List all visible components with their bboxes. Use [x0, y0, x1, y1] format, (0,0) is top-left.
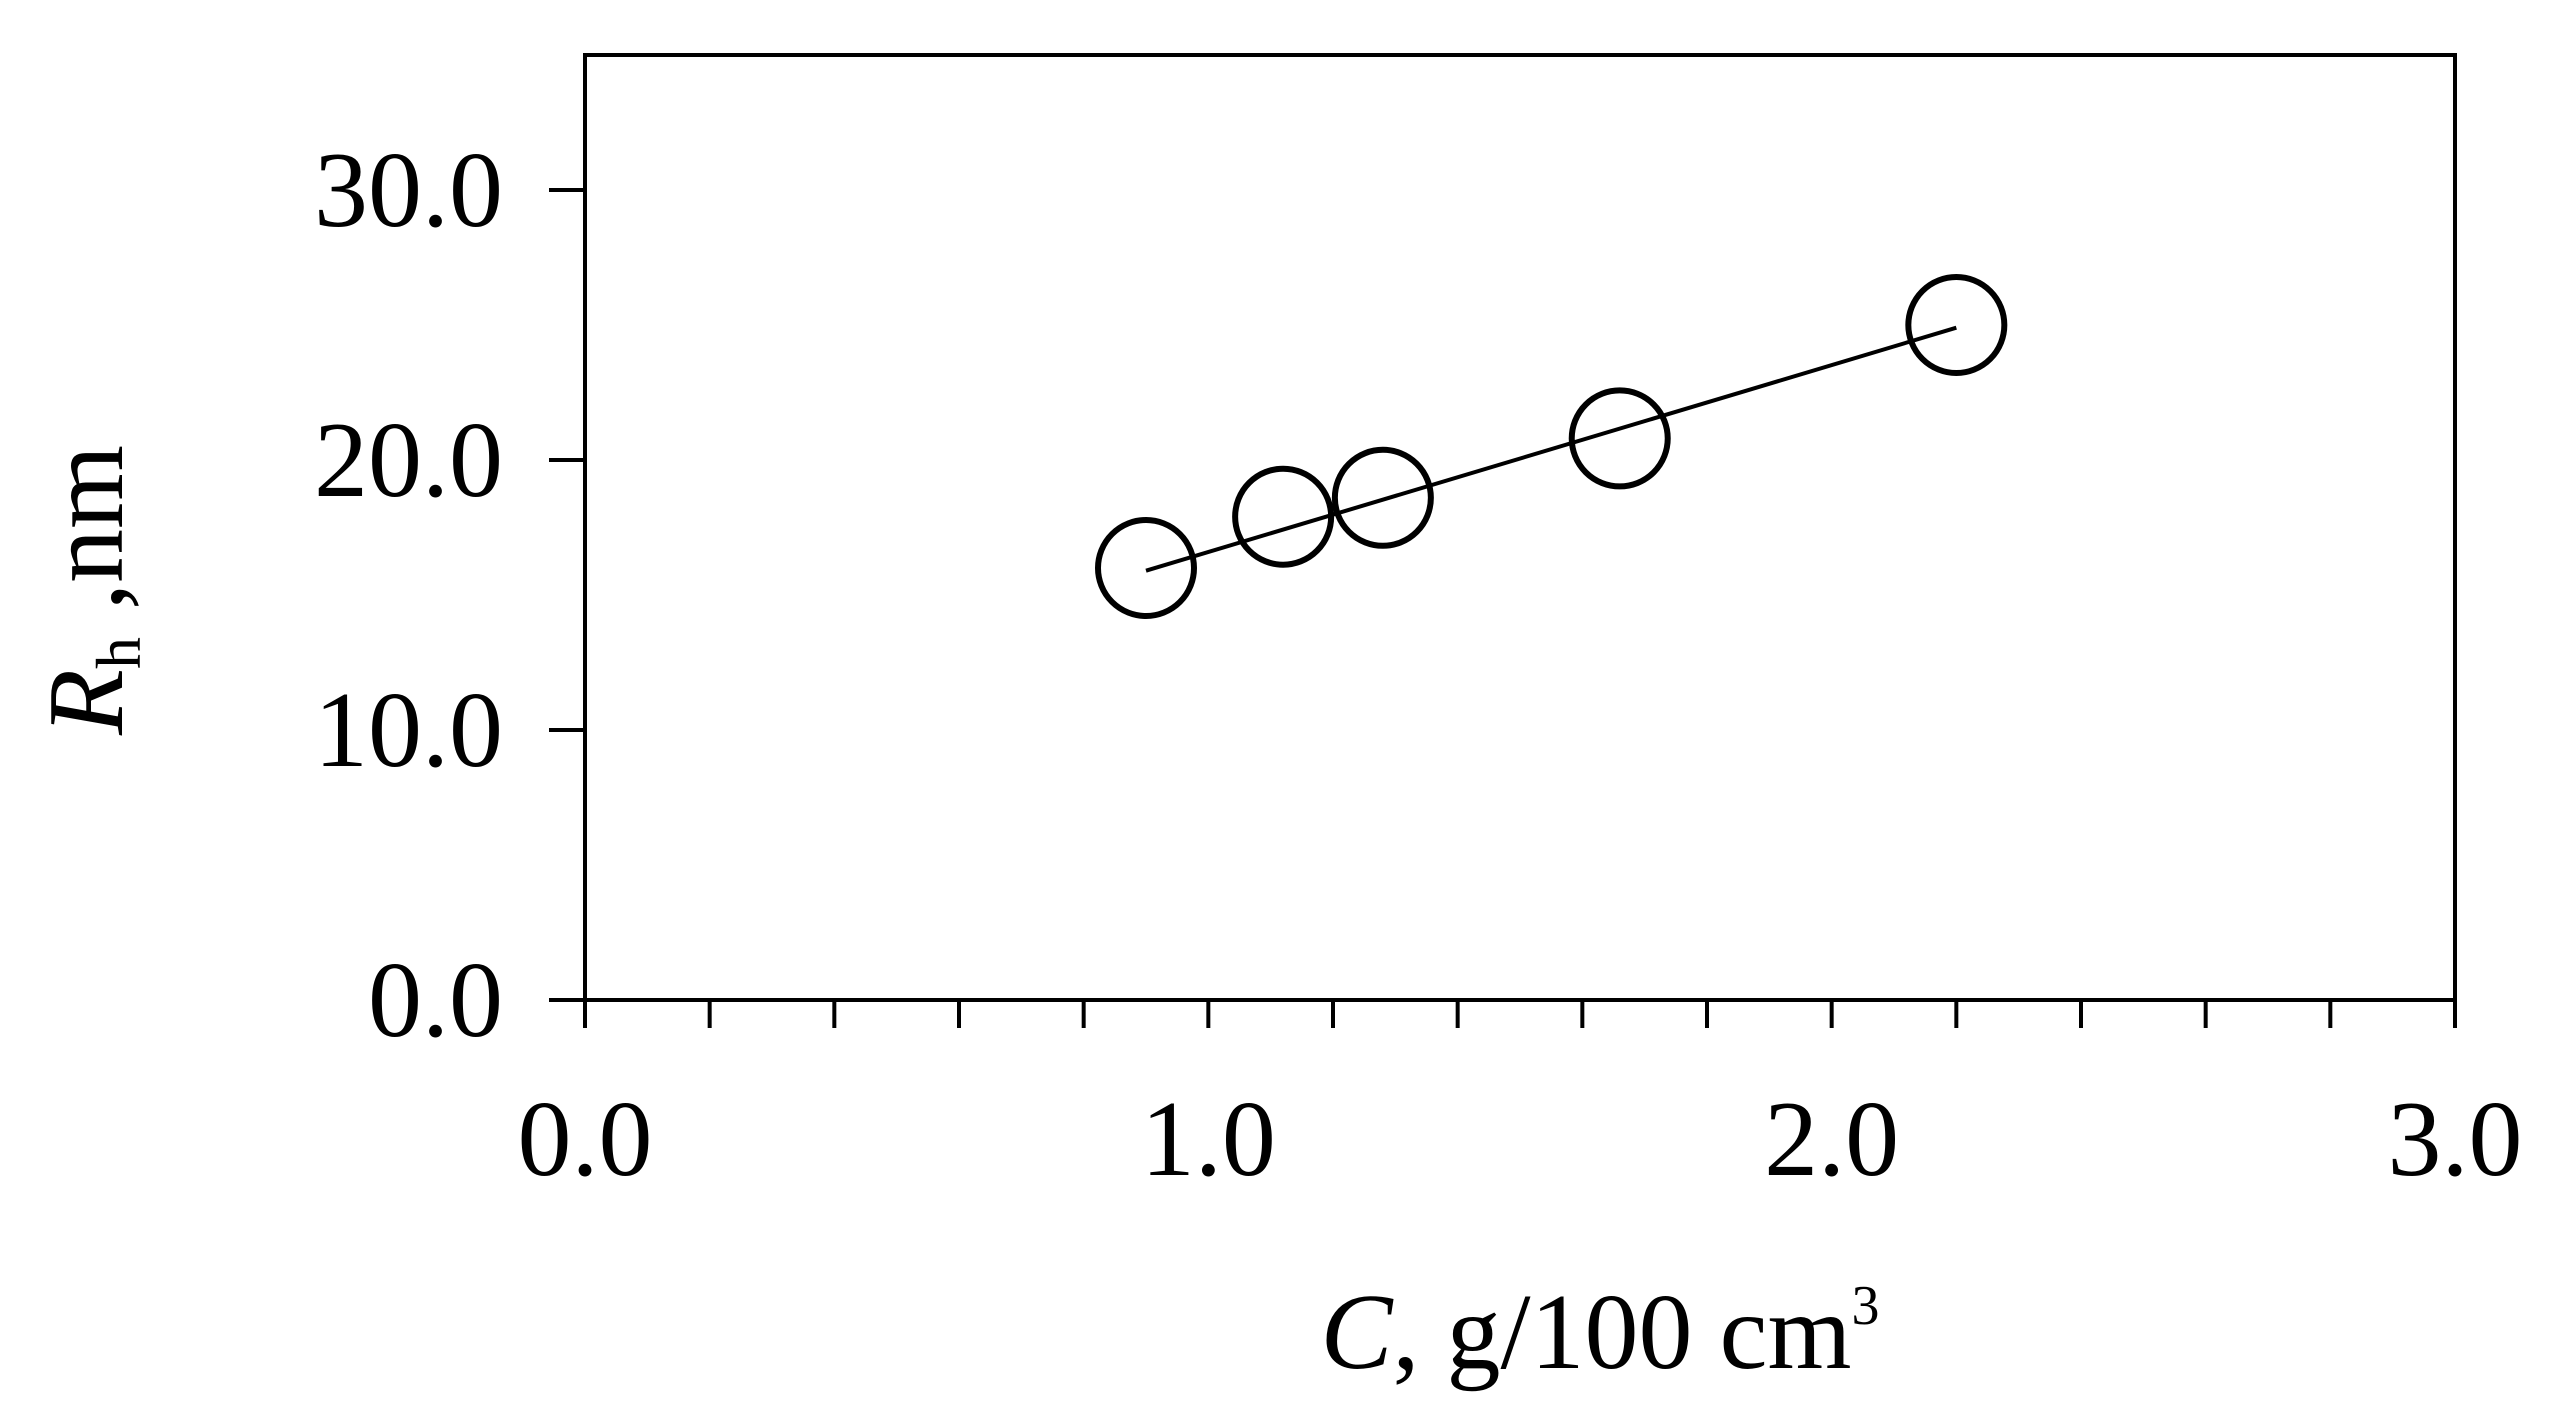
y-axis-label-sub: h: [83, 637, 154, 669]
y-axis-label: Rh ,nm: [27, 445, 154, 736]
fit-line: [1145, 325, 1957, 573]
x-axis-label-unit: , g/100 cm: [1393, 1273, 1852, 1392]
y-axis-label-var: R: [27, 669, 146, 736]
y-tick-label: 30.0: [314, 131, 503, 250]
x-tick-label: 1.0: [1141, 1080, 1276, 1199]
data-point: [1331, 446, 1434, 549]
y-tick-label: 20.0: [314, 401, 503, 520]
y-axis-tick-labels: 0.0 10.0 20.0 30.0: [314, 131, 503, 1060]
data-point: [1568, 387, 1671, 490]
x-axis-ticks: [583, 1000, 2457, 1028]
x-axis-label-var: C: [1321, 1273, 1395, 1392]
x-tick-label: 2.0: [1764, 1080, 1899, 1199]
x-axis-label: C, g/100 cm3: [1321, 1273, 1880, 1392]
x-tick-label: 0.0: [518, 1080, 653, 1199]
x-axis-label-sup: 3: [1852, 1275, 1880, 1337]
y-axis-ticks: [549, 188, 585, 1002]
x-tick-label: 3.0: [2388, 1080, 2523, 1199]
y-tick-label: 0.0: [368, 941, 503, 1060]
y-tick-label: 10.0: [314, 671, 503, 790]
x-axis-tick-labels: 0.0 1.0 2.0 3.0: [518, 1080, 2523, 1199]
data-point: [1095, 517, 1197, 619]
y-axis-label-unit: ,nm: [27, 445, 146, 637]
data-point: [1232, 465, 1335, 568]
data-points: [1095, 274, 2008, 619]
plot-frame: [583, 53, 2457, 1002]
data-point: [1905, 274, 2008, 376]
